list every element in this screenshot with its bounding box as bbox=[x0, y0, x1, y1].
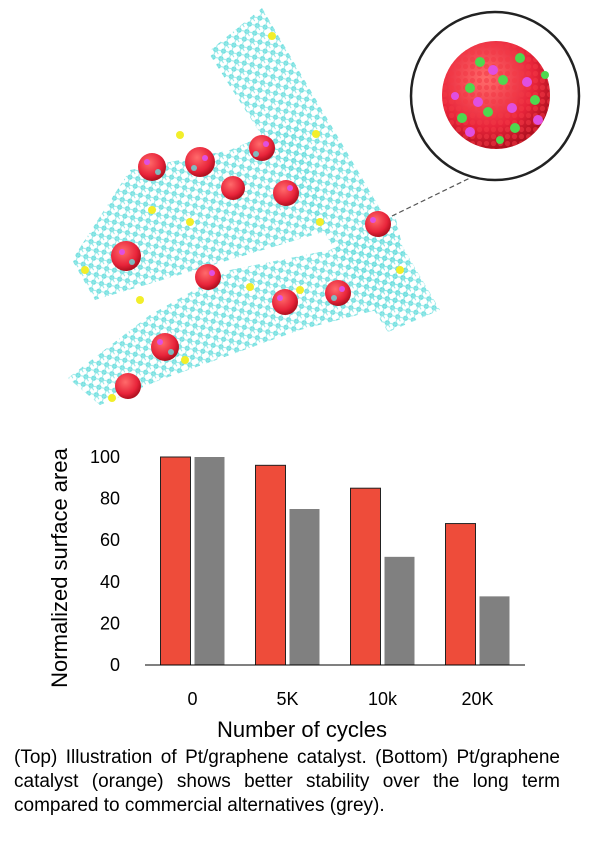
y-tick-label: 80 bbox=[100, 489, 120, 509]
bar-commercial bbox=[194, 457, 225, 665]
bar-commercial bbox=[479, 596, 510, 665]
graphene-sheet-lower bbox=[68, 215, 415, 405]
bar-pt-graphene bbox=[160, 456, 191, 666]
x-tick-label: 5K bbox=[276, 689, 298, 709]
y-tick-label: 0 bbox=[110, 655, 120, 675]
zoom-callout bbox=[391, 10, 581, 217]
y-tick-label: 100 bbox=[90, 447, 120, 467]
bar-commercial bbox=[384, 556, 415, 665]
pt-nanoparticles bbox=[111, 135, 391, 399]
x-tick-labels: 0 5K 10k 20K bbox=[187, 689, 493, 709]
bar-pt-graphene bbox=[445, 523, 476, 666]
bar-chart: Normalized surface area Number of cycles… bbox=[47, 447, 525, 742]
pt-graphene-illustration bbox=[68, 8, 581, 405]
bars bbox=[160, 456, 510, 666]
bar-commercial bbox=[289, 509, 320, 665]
y-tick-label: 60 bbox=[100, 530, 120, 550]
y-tick-labels: 0 20 40 60 80 100 bbox=[90, 447, 120, 675]
x-tick-label: 0 bbox=[187, 689, 197, 709]
x-axis-title: Number of cycles bbox=[217, 717, 387, 742]
bar-pt-graphene bbox=[255, 464, 286, 666]
x-tick-label: 10k bbox=[368, 689, 398, 709]
figure-caption: (Top) Illustration of Pt/graphene cataly… bbox=[14, 747, 560, 816]
x-tick-label: 20K bbox=[461, 689, 493, 709]
y-tick-label: 20 bbox=[100, 613, 120, 633]
y-tick-label: 40 bbox=[100, 572, 120, 592]
y-axis-title: Normalized surface area bbox=[47, 447, 72, 687]
bar-pt-graphene bbox=[350, 487, 381, 666]
graphene-sheets bbox=[68, 8, 440, 405]
